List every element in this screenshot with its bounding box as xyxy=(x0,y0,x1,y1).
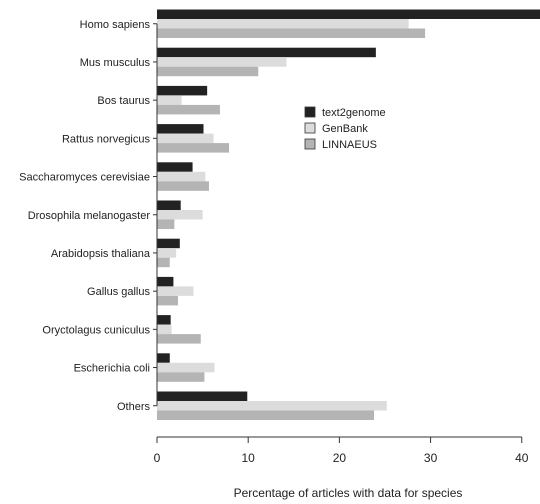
bar-text2genome-gallus-gallus xyxy=(157,276,174,287)
category-label-gallus-gallus: Gallus gallus xyxy=(87,286,150,298)
bar-linnaeus-others xyxy=(157,410,375,420)
bar-linnaeus-rattus-norvegicus xyxy=(157,143,230,153)
bar-genbank-bos-taurus xyxy=(157,95,182,105)
category-label-mus-musculus: Mus musculus xyxy=(80,57,151,69)
x-tick-label: 10 xyxy=(242,451,256,465)
legend: text2genome GenBank LINNAEUS xyxy=(304,106,386,151)
bar-text2genome-rattus-norvegicus xyxy=(157,124,204,134)
legend-label-genbank: GenBank xyxy=(322,123,368,135)
category-label-drosophila-melanogaster: Drosophila melanogaster xyxy=(28,210,151,222)
bar-genbank-others xyxy=(157,401,387,411)
bar-linnaeus-homo-sapiens xyxy=(157,28,426,38)
legend-label-linnaeus: LINNAEUS xyxy=(322,139,377,151)
bar-genbank-escherichia-coli xyxy=(157,362,215,373)
bar-genbank-oryctolagus-cuniculus xyxy=(157,324,172,335)
bar-genbank-rattus-norvegicus xyxy=(157,133,214,144)
bar-text2genome-arabidopsis-thaliana xyxy=(157,238,180,249)
bar-text2genome-bos-taurus xyxy=(157,85,208,96)
legend-label-text2genome: text2genome xyxy=(322,107,386,119)
category-label-homo-sapiens: Homo sapiens xyxy=(80,19,151,31)
x-tick-label: 20 xyxy=(333,451,347,465)
legend-swatch-genbank xyxy=(304,122,316,134)
legend-swatch-text2genome xyxy=(304,106,316,118)
category-label-rattus-norvegicus: Rattus norvegicus xyxy=(62,133,151,145)
category-label-others: Others xyxy=(117,401,151,413)
legend-swatch-linnaeus xyxy=(304,138,316,150)
bar-linnaeus-saccharomyces-cerevisiae xyxy=(157,181,209,191)
bar-linnaeus-mus-musculus xyxy=(157,66,259,77)
x-axis-label: Percentage of articles with data for spe… xyxy=(234,486,463,500)
x-tick-label: 0 xyxy=(154,451,161,465)
category-label-escherichia-coli: Escherichia coli xyxy=(74,363,150,375)
bar-genbank-saccharomyces-cerevisiae xyxy=(157,171,206,182)
bar-text2genome-mus-musculus xyxy=(157,47,376,58)
bars-group xyxy=(157,9,540,420)
category-label-saccharomyces-cerevisiae: Saccharomyces cerevisiae xyxy=(19,172,150,184)
bar-genbank-homo-sapiens xyxy=(157,19,409,29)
bar-text2genome-oryctolagus-cuniculus xyxy=(157,315,171,325)
bar-text2genome-escherichia-coli xyxy=(157,353,170,363)
x-axis: 0 10 20 30 40 xyxy=(154,436,529,465)
bar-genbank-drosophila-melanogaster xyxy=(157,210,203,220)
x-tick-label: 30 xyxy=(424,451,438,465)
bar-genbank-mus-musculus xyxy=(157,57,287,67)
bar-linnaeus-escherichia-coli xyxy=(157,372,205,382)
bar-genbank-gallus-gallus xyxy=(157,286,194,296)
bar-genbank-arabidopsis-thaliana xyxy=(157,248,177,258)
bar-text2genome-saccharomyces-cerevisiae xyxy=(157,162,193,172)
bar-linnaeus-drosophila-melanogaster xyxy=(157,219,175,229)
bar-text2genome-homo-sapiens xyxy=(157,9,540,19)
category-label-oryctolagus-cuniculus: Oryctolagus cuniculus xyxy=(42,324,150,336)
category-label-arabidopsis-thaliana: Arabidopsis thaliana xyxy=(51,248,151,260)
bar-linnaeus-bos-taurus xyxy=(157,104,220,115)
category-label-bos-taurus: Bos taurus xyxy=(97,95,150,107)
bar-linnaeus-oryctolagus-cuniculus xyxy=(157,334,201,344)
bar-linnaeus-arabidopsis-thaliana xyxy=(157,257,170,268)
bar-linnaeus-gallus-gallus xyxy=(157,295,178,306)
bar-text2genome-others xyxy=(157,391,248,401)
bar-text2genome-drosophila-melanogaster xyxy=(157,200,181,210)
x-tick-label: 40 xyxy=(515,451,529,465)
category-labels: Homo sapiens Mus musculus Bos taurus Rattus… xyxy=(19,19,158,413)
